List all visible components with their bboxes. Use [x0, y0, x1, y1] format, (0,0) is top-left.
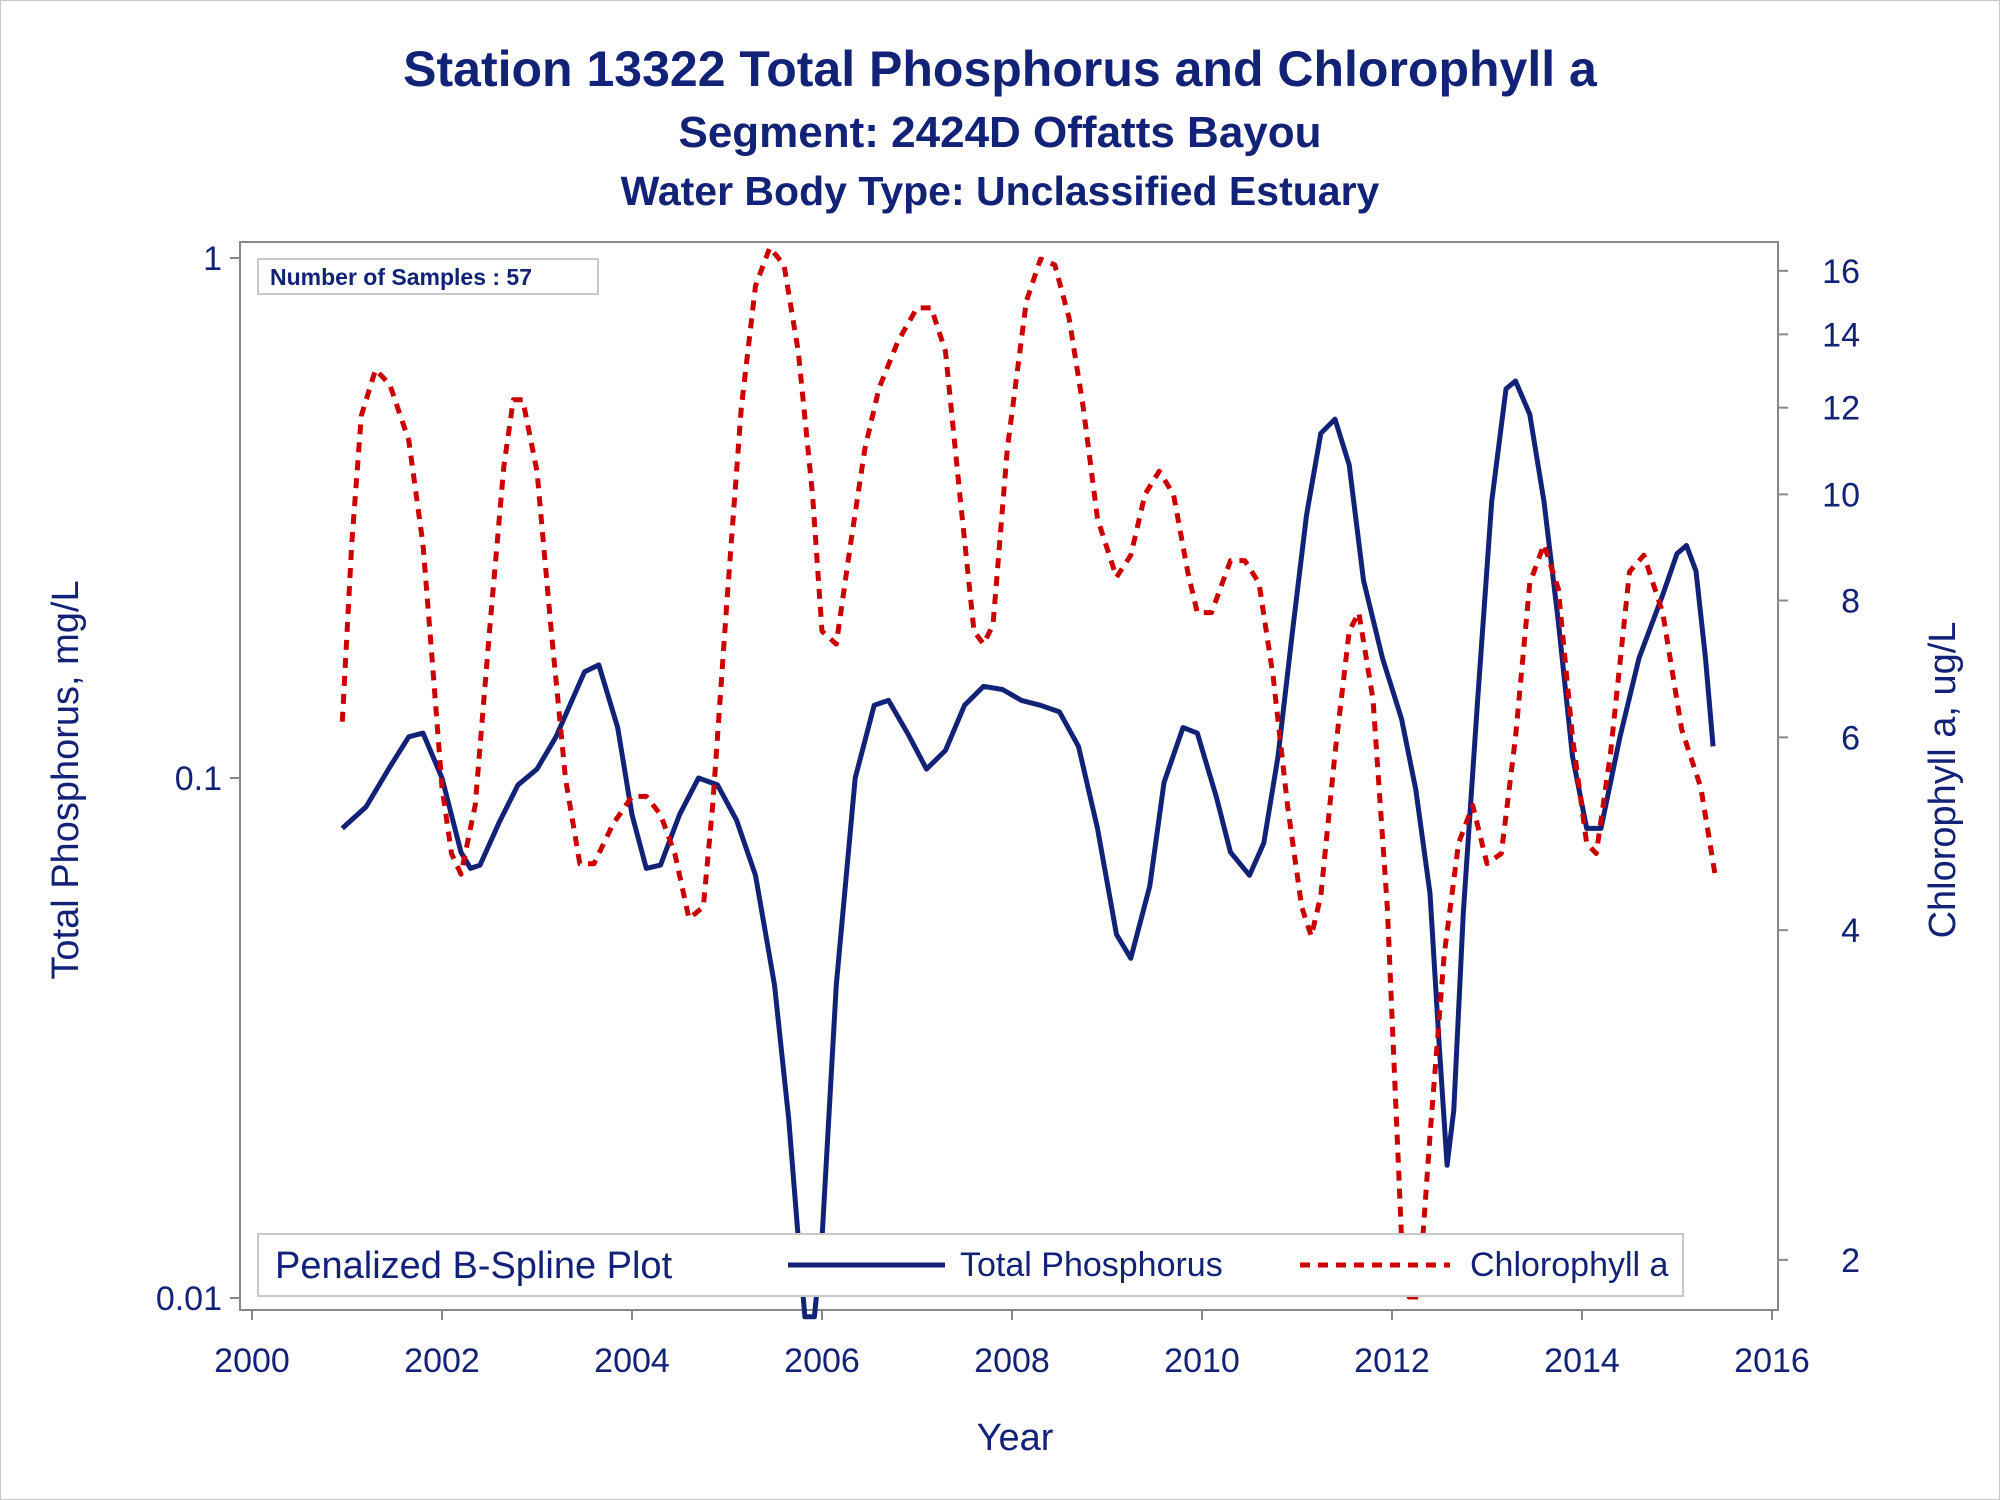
right-y-tick-label: 14 [1822, 316, 1860, 354]
x-axis-label: Year [977, 1417, 1054, 1459]
right-y-tick-label: 16 [1822, 253, 1860, 291]
series-line-total-phosphorus [340, 378, 1716, 1320]
right-y-tick-label: 4 [1841, 912, 1860, 950]
sample-count-annotation: Number of Samples : 57 [257, 258, 599, 295]
x-tick-label: 2016 [1734, 1342, 1810, 1380]
x-tick-label: 2010 [1164, 1342, 1240, 1380]
right-y-axis: 2 4 6 8 10 12 14 16 [1778, 253, 1860, 1280]
left-y-axis: 0.01 0.1 1 [156, 240, 240, 1318]
series-layer [339, 245, 1718, 1320]
x-tick-label: 2004 [594, 1342, 670, 1380]
x-tick-label: 2014 [1544, 1342, 1620, 1380]
series-line-chlorophyll-a [339, 245, 1718, 1300]
right-y-tick-label: 8 [1841, 583, 1860, 621]
x-tick-label: 2000 [214, 1342, 290, 1380]
right-y-axis-label: Chlorophyll a, ug/L [1922, 622, 1964, 939]
x-tick-label: 2008 [974, 1342, 1050, 1380]
annotation-box [257, 258, 599, 295]
plot-area-border [239, 241, 1779, 1311]
legend: Penalized B-Spline Plot Total Phosphorus… [257, 1233, 1684, 1297]
right-y-tick-label: 10 [1822, 476, 1860, 514]
chart-subtitle: Segment: 2424D Offatts Bayou [678, 108, 1322, 157]
legend-label-chlorophyll-a: Chlorophyll a [1470, 1246, 1669, 1284]
right-y-tick-label: 2 [1841, 1242, 1860, 1280]
x-tick-label: 2012 [1354, 1342, 1430, 1380]
legend-label-total-phosphorus: Total Phosphorus [960, 1246, 1223, 1284]
left-y-tick-label: 0.1 [175, 760, 222, 798]
x-tick-label: 2002 [404, 1342, 480, 1380]
x-axis: 2000 2002 2004 2006 2008 2010 2012 2014 2016 [214, 1310, 1810, 1380]
right-y-tick-label: 6 [1841, 719, 1860, 757]
chart-subtitle-2: Water Body Type: Unclassified Estuary [620, 168, 1380, 214]
annotation-text: Number of Samples : 57 [270, 264, 532, 290]
right-y-tick-label: 12 [1822, 390, 1860, 428]
left-y-tick-label: 0.01 [156, 1280, 222, 1318]
left-y-tick-label: 1 [203, 240, 222, 278]
x-tick-label: 2006 [784, 1342, 860, 1380]
left-y-axis-label: Total Phosphorus, mg/L [45, 580, 87, 979]
legend-title: Penalized B-Spline Plot [275, 1245, 673, 1287]
chart-title: Station 13322 Total Phosphorus and Chlor… [403, 41, 1597, 97]
